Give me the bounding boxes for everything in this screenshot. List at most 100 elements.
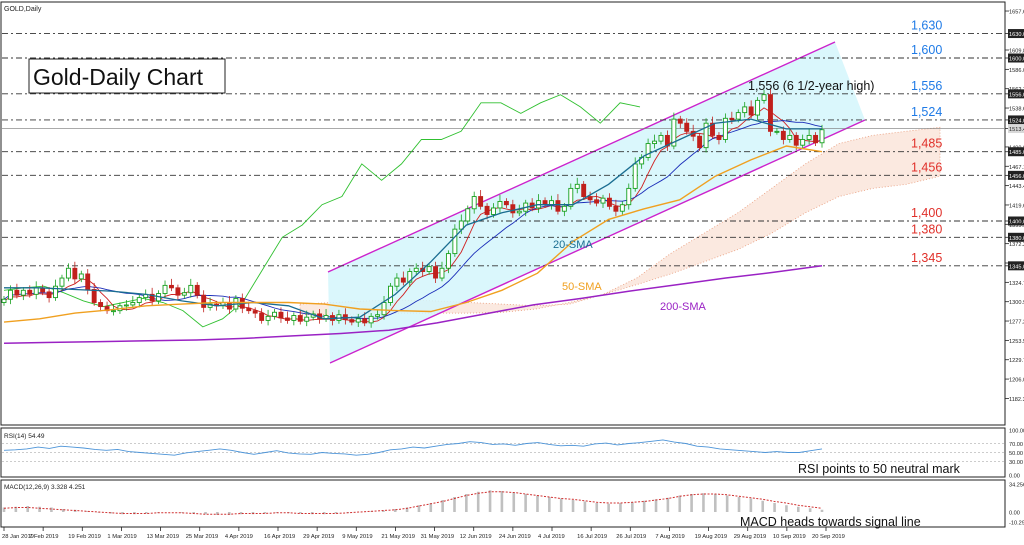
rsi-label: RSI(14) 54.49 [4,433,45,440]
candle-body-119 [768,94,773,132]
candle-body-125 [806,134,812,140]
candle-body-91 [587,196,593,201]
level-label-4: 1,485 [911,137,942,151]
date-label-0: 28 Jan 2019 [2,534,34,540]
level-label-6: 1,400 [911,206,942,220]
date-label-12: 12 Jun 2019 [460,534,492,540]
candle-body-122 [787,134,793,140]
date-label-6: 4 Apr 2019 [225,534,253,540]
rsi-tick-label-4: 0.00 [1009,474,1020,480]
price-tick-label-12: 1467.14 [1009,165,1024,171]
level-label-7: 1,380 [911,222,942,236]
price-tick-label-18: 1380.00 [1009,236,1024,242]
candle-body-123 [793,134,799,146]
candle-body-94 [606,197,612,207]
candle-body-30 [194,284,200,296]
price-tick-label-21: 1345.00 [1009,264,1024,270]
candle-body-25 [162,284,168,294]
candle-body-121 [780,130,786,140]
price-tag-1 [1008,29,1024,39]
candle-body-40 [259,312,265,321]
candle-body-127 [819,129,825,144]
conversion-line [3,107,823,323]
candle-body-59 [381,302,387,316]
macd-note: MACD heads towards signal line [740,515,921,529]
candle-body-96 [619,204,625,212]
price-tick-label-13: 1456.00 [1009,174,1024,180]
rsi-tick-label-1: 70.00 [1009,442,1023,448]
level-label-3: 1,524 [911,105,942,119]
rsi-tick-label-3: 30.00 [1009,460,1023,466]
candle-body-88 [568,187,574,207]
candle-body-115 [742,106,748,114]
sma50-label: 50-SMA [562,281,602,293]
date-label-15: 16 Jul 2019 [577,534,607,540]
price-tag-18 [1008,232,1024,242]
candle-body-93 [600,197,606,204]
price-tick-label-19: 1372.20 [1009,242,1024,248]
candle-body-110 [710,122,715,136]
candle-body-63 [407,271,413,283]
candle-body-61 [394,277,400,287]
channel-lower-line [329,119,866,364]
candle-body-11 [72,267,78,280]
candle-body-56 [362,318,368,324]
candle-body-73 [471,196,477,210]
date-label-11: 31 May 2019 [421,534,455,540]
base-line [3,120,823,319]
price-tick-label-2: 1609.80 [1009,49,1024,55]
candle-body-124 [800,139,806,146]
date-label-10: 21 May 2019 [381,534,415,540]
candle-body-86 [555,200,561,212]
price-tick-label-11: 1485.00 [1009,150,1024,156]
price-tick-label-15: 1419.67 [1009,203,1024,209]
macd-tick-label-0: 34.256 [1009,483,1024,489]
candle-body-2 [14,289,20,296]
candle-body-90 [581,183,587,197]
candle-body-45 [291,315,297,321]
candle-body-19 [123,304,129,307]
candle-body-102 [658,134,664,142]
symbol-label: GOLD,Daily [4,6,42,13]
level-label-1: 1,600 [911,43,942,57]
candle-body-41 [265,315,271,321]
candle-body-43 [278,311,284,319]
price-tick-label-23: 1300.99 [1009,300,1024,306]
date-label-20: 10 Sep 2019 [773,534,806,540]
date-label-2: 19 Feb 2019 [68,534,101,540]
candle-body-97 [626,187,632,206]
date-label-5: 25 Mar 2019 [186,534,219,540]
candle-body-8 [53,285,58,299]
channel-upper-line [327,41,836,273]
candle-body-60 [388,285,393,303]
candle-body-14 [91,289,97,303]
price-tick-label-3: 1600.00 [1009,57,1024,63]
price-tick-label-6: 1556.00 [1009,92,1024,98]
date-label-8: 29 Apr 2019 [303,534,334,540]
candle-body-70 [452,228,458,255]
date-label-16: 26 Jul 2019 [616,534,646,540]
macd-panel [0,479,1006,528]
candle-body-117 [755,99,761,116]
candle-body-17 [111,310,116,313]
price-tag-16 [1008,216,1024,226]
level-label-8: 1,345 [911,251,942,265]
candle-body-39 [252,310,258,314]
high-annotation: 1,556 (6 1/2-year high) [748,79,874,93]
candle-body-21 [136,297,142,303]
candle-body-13 [85,273,91,290]
date-label-9: 9 May 2019 [342,534,372,540]
candle-body-126 [813,134,819,144]
candle-body-68 [439,267,445,279]
price-tick-label-27: 1206.05 [1009,378,1024,384]
price-tick-label-8: 1524.00 [1009,118,1024,124]
candle-body-44 [284,317,290,321]
candle-body-103 [664,134,670,147]
price-tick-label-1: 1630.00 [1009,32,1024,38]
sma50-line [3,145,823,323]
candle-body-42 [272,311,277,317]
price-tick-label-7: 1538.61 [1009,107,1024,113]
date-label-13: 24 Jun 2019 [499,534,531,540]
price-tag-13 [1008,170,1024,180]
